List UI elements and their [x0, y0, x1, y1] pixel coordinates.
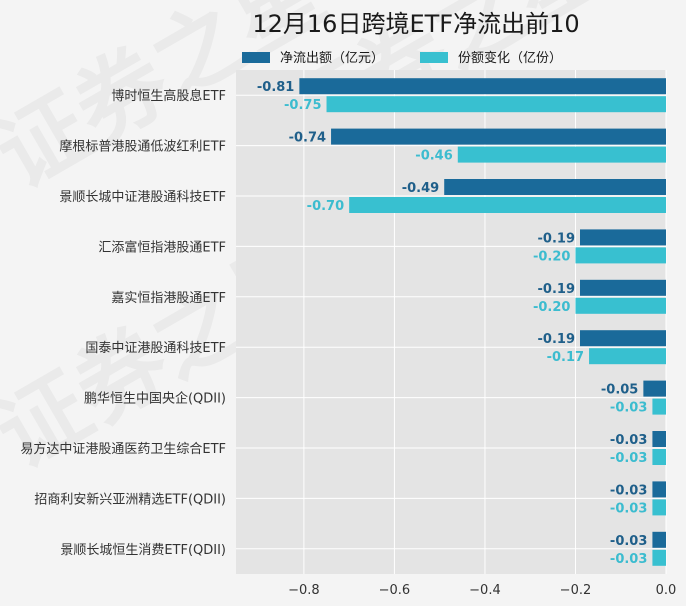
data-label-net: -0.03 [610, 433, 647, 448]
x-tick-label: 0.0 [656, 583, 677, 598]
data-label-net: -0.03 [610, 483, 647, 498]
x-tick-label: −0.8 [288, 583, 320, 598]
bar-share [349, 197, 666, 213]
data-label-share: -0.20 [533, 249, 570, 264]
category-label: 汇添富恒指港股通ETF [98, 239, 226, 255]
x-tick-label: −0.6 [379, 583, 411, 598]
data-label-share: -0.03 [610, 552, 647, 567]
data-label-share: -0.03 [610, 501, 647, 516]
data-label-net: -0.81 [257, 80, 294, 95]
bar-share [652, 398, 666, 415]
legend-swatch-share-change [420, 52, 448, 63]
data-label-share: -0.03 [610, 451, 647, 466]
bar-net [652, 481, 666, 498]
data-label-share: -0.70 [307, 199, 344, 214]
bar-share [326, 96, 666, 113]
bar-net [299, 78, 666, 95]
data-label-share: -0.75 [284, 98, 321, 113]
legend-item-share-change: 份额变化（亿份） [420, 50, 562, 66]
bar-share [575, 247, 666, 264]
bar-net [652, 531, 666, 548]
category-label: 景顺长城中证港股通科技ETF [59, 190, 226, 205]
x-tick-label: −0.4 [469, 583, 501, 598]
value-axis: −0.8 −0.6 −0.4 −0.2 0.0 [288, 583, 676, 598]
bar-net [331, 128, 666, 145]
x-tick-label: −0.2 [560, 583, 592, 598]
data-label-share: -0.03 [610, 401, 647, 416]
category-label: 招商利安新兴亚洲精选ETF(QDII) [34, 491, 226, 507]
bar-net [643, 380, 666, 397]
legend-item-net-flow: 净流出额（亿元） [242, 51, 384, 66]
bar-share [589, 348, 666, 365]
bar-net [652, 431, 666, 447]
category-label: 国泰中证港股通科技ETF [85, 341, 226, 356]
bar-net [580, 330, 666, 347]
category-label: 易方达中证港股通医药卫生综合ETF [20, 441, 226, 457]
data-label-net: -0.74 [289, 131, 326, 146]
data-label-share: -0.17 [547, 350, 584, 365]
legend: 净流出额（亿元） 份额变化（亿份） [242, 50, 562, 66]
bar-share [575, 297, 666, 314]
data-label-net: -0.19 [538, 332, 575, 347]
data-label-net: -0.03 [610, 534, 647, 549]
bar-net [580, 229, 666, 246]
bar-share [652, 549, 666, 566]
category-axis: 博时恒生高股息ETF 摩根标普港股通低波红利ETF 景顺长城中证港股通科技ETF 汇添… [20, 88, 226, 558]
category-label: 嘉实恒指港股通ETF [111, 291, 226, 306]
bar-share [652, 499, 666, 516]
legend-label-net-flow: 净流出额（亿元） [280, 51, 384, 66]
bar-net [444, 179, 666, 195]
chart-title: 12月16日跨境ETF净流出前10 [252, 10, 579, 38]
data-label-share: -0.20 [533, 300, 570, 315]
bars: -0.81 -0.75 -0.74 -0.46 -0.49 -0.70 -0.19 -0.20… [257, 78, 666, 567]
data-label-share: -0.46 [415, 149, 452, 164]
bar-share [457, 146, 666, 163]
bar-net [580, 279, 666, 296]
data-label-net: -0.19 [538, 231, 575, 246]
category-label: 博时恒生高股息ETF [111, 88, 226, 104]
category-label: 摩根标普港股通低波红利ETF [59, 139, 226, 155]
legend-swatch-net-flow [242, 52, 270, 63]
bar-share [652, 449, 666, 465]
legend-label-share-change: 份额变化（亿份） [458, 50, 562, 66]
data-label-net: -0.05 [601, 383, 638, 398]
category-label: 景顺长城恒生消费ETF(QDII) [60, 543, 226, 558]
data-label-net: -0.49 [402, 181, 439, 196]
data-label-net: -0.19 [538, 282, 575, 297]
category-label: 鹏华恒生中国央企(QDII) [84, 391, 226, 407]
